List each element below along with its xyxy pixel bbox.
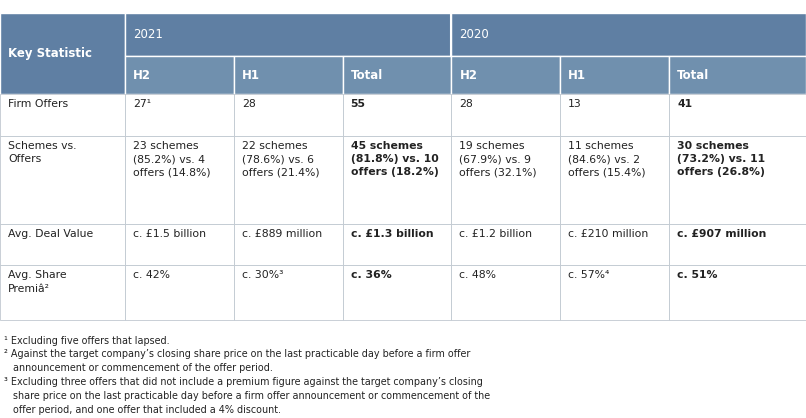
- Bar: [451, 13, 806, 56]
- Text: 30 schemes
(73.2%) vs. 11
offers (26.8%): 30 schemes (73.2%) vs. 11 offers (26.8%): [677, 141, 765, 177]
- Bar: [125, 136, 234, 224]
- Bar: [451, 56, 560, 94]
- Text: c. £907 million: c. £907 million: [677, 229, 767, 239]
- Bar: [451, 94, 560, 136]
- Text: ³ Excluding three offers that did not include a premium figure against the targe: ³ Excluding three offers that did not in…: [4, 377, 490, 415]
- Text: c. 51%: c. 51%: [677, 270, 717, 280]
- Bar: [343, 136, 451, 224]
- Text: 22 schemes
(78.6%) vs. 6
offers (21.4%): 22 schemes (78.6%) vs. 6 offers (21.4%): [242, 141, 319, 177]
- Text: Avg. Share
Premiâ²: Avg. Share Premiâ²: [8, 270, 67, 294]
- Text: 27¹: 27¹: [133, 99, 151, 109]
- Bar: [343, 94, 451, 136]
- Text: 23 schemes
(85.2%) vs. 4
offers (14.8%): 23 schemes (85.2%) vs. 4 offers (14.8%): [133, 141, 210, 177]
- Bar: [0, 136, 125, 224]
- Text: 2021: 2021: [133, 28, 163, 41]
- Bar: [0, 265, 125, 320]
- Bar: [234, 136, 343, 224]
- Bar: [669, 56, 806, 94]
- Bar: [234, 56, 343, 94]
- Text: 19 schemes
(67.9%) vs. 9
offers (32.1%): 19 schemes (67.9%) vs. 9 offers (32.1%): [459, 141, 537, 177]
- Bar: [451, 224, 560, 265]
- Bar: [343, 224, 451, 265]
- Text: Firm Offers: Firm Offers: [8, 99, 69, 109]
- Bar: [669, 94, 806, 136]
- Bar: [669, 224, 806, 265]
- Bar: [560, 56, 669, 94]
- Bar: [343, 56, 451, 94]
- Text: c. 48%: c. 48%: [459, 270, 496, 280]
- Text: c. £889 million: c. £889 million: [242, 229, 322, 239]
- Bar: [560, 224, 669, 265]
- Text: c. £1.2 billion: c. £1.2 billion: [459, 229, 533, 239]
- Text: H1: H1: [568, 69, 586, 82]
- Bar: [451, 136, 560, 224]
- Bar: [234, 224, 343, 265]
- Text: c. £210 million: c. £210 million: [568, 229, 649, 239]
- Bar: [560, 94, 669, 136]
- Bar: [125, 94, 234, 136]
- Text: c. £1.5 billion: c. £1.5 billion: [133, 229, 206, 239]
- Bar: [343, 265, 451, 320]
- Bar: [669, 136, 806, 224]
- Text: c. 30%³: c. 30%³: [242, 270, 283, 280]
- Text: 41: 41: [677, 99, 692, 109]
- Bar: [560, 136, 669, 224]
- Text: c. 42%: c. 42%: [133, 270, 170, 280]
- Text: 45 schemes
(81.8%) vs. 10
offers (18.2%): 45 schemes (81.8%) vs. 10 offers (18.2%): [351, 141, 438, 177]
- Text: c. £1.3 billion: c. £1.3 billion: [351, 229, 434, 239]
- Bar: [669, 265, 806, 320]
- Text: 13: 13: [568, 99, 582, 109]
- Text: Key Statistic: Key Statistic: [8, 47, 92, 60]
- Bar: [0, 94, 125, 136]
- Bar: [234, 265, 343, 320]
- Text: Total: Total: [677, 69, 709, 82]
- Text: c. 57%⁴: c. 57%⁴: [568, 270, 609, 280]
- Text: 11 schemes
(84.6%) vs. 2
offers (15.4%): 11 schemes (84.6%) vs. 2 offers (15.4%): [568, 141, 646, 177]
- Bar: [125, 13, 451, 56]
- Bar: [234, 94, 343, 136]
- Text: ¹ Excluding five offers that lapsed.: ¹ Excluding five offers that lapsed.: [4, 336, 169, 347]
- Text: Total: Total: [351, 69, 383, 82]
- Text: Schemes vs.
Offers: Schemes vs. Offers: [8, 141, 77, 164]
- Bar: [0, 13, 125, 94]
- Text: H1: H1: [242, 69, 260, 82]
- Bar: [125, 224, 234, 265]
- Bar: [125, 265, 234, 320]
- Text: H2: H2: [133, 69, 151, 82]
- Text: H2: H2: [459, 69, 477, 82]
- Text: c. 36%: c. 36%: [351, 270, 392, 280]
- Text: Avg. Deal Value: Avg. Deal Value: [8, 229, 93, 239]
- Bar: [0, 224, 125, 265]
- Text: 28: 28: [459, 99, 473, 109]
- Bar: [560, 265, 669, 320]
- Bar: [125, 56, 234, 94]
- Text: 2020: 2020: [459, 28, 489, 41]
- Text: 55: 55: [351, 99, 366, 109]
- Text: 28: 28: [242, 99, 256, 109]
- Bar: [451, 265, 560, 320]
- Text: ² Against the target company’s closing share price on the last practicable day b: ² Against the target company’s closing s…: [4, 349, 471, 373]
